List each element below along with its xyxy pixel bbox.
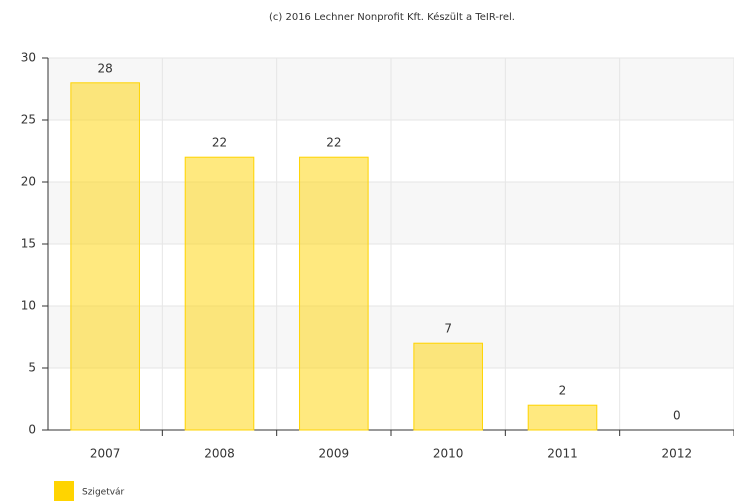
- x-tick-label: 2011: [547, 447, 578, 461]
- bar: [527, 404, 598, 431]
- x-tick-label: 2008: [204, 447, 235, 461]
- bar: [184, 156, 255, 431]
- y-tick-label: 25: [21, 113, 36, 127]
- x-tick-label: 2007: [90, 447, 121, 461]
- y-tick-label: 0: [28, 423, 36, 437]
- x-tick-label: 2010: [433, 447, 464, 461]
- y-tick-label: 15: [21, 237, 36, 251]
- value-label: 22: [326, 136, 341, 150]
- y-tick-label: 30: [21, 51, 36, 65]
- value-label: 22: [212, 136, 227, 150]
- x-tick-label: 2009: [319, 447, 350, 461]
- y-tick-label: 5: [28, 361, 36, 375]
- x-tick-label: 2012: [662, 447, 693, 461]
- legend-label: Szigetvár: [82, 488, 125, 498]
- value-label: 2: [559, 384, 567, 398]
- legend-swatch: [54, 481, 74, 501]
- y-tick-label: 10: [21, 299, 36, 313]
- chart-title: (c) 2016 Lechner Nonprofit Kft. Készült …: [269, 11, 515, 23]
- bar: [299, 156, 369, 431]
- value-label: 0: [673, 409, 681, 423]
- y-tick-label: 20: [21, 175, 36, 189]
- value-label: 28: [98, 61, 113, 75]
- bar: [70, 82, 140, 431]
- value-label: 7: [444, 322, 452, 336]
- bar: [413, 342, 483, 431]
